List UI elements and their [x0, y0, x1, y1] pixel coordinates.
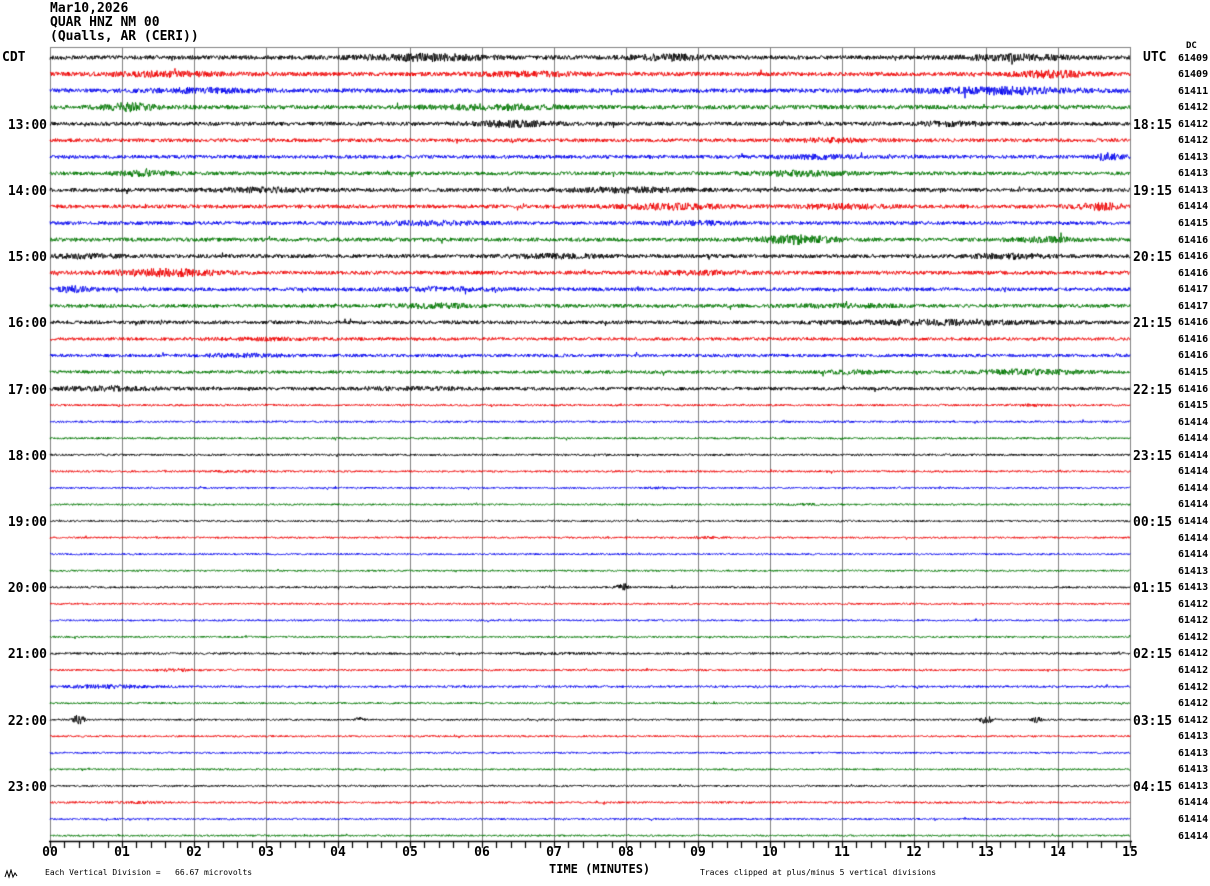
left-hour-label: 14:00	[7, 183, 47, 199]
dc-value: 61413	[1178, 565, 1209, 577]
right-hour-label: 22:15	[1133, 382, 1173, 398]
dc-value: 61409	[1178, 69, 1209, 81]
left-hour-label: 22:00	[7, 713, 47, 729]
dc-value: 61412	[1178, 118, 1209, 130]
x-tick-label: 01	[114, 845, 130, 860]
x-tick-label: 07	[546, 845, 562, 860]
dc-value: 61416	[1178, 333, 1209, 345]
left-hour-label: 23:00	[7, 779, 47, 795]
left-hour-label: 16:00	[7, 316, 47, 332]
x-tick-label: 08	[618, 845, 634, 860]
dc-value: 61413	[1178, 582, 1209, 594]
x-tick-label: 10	[762, 845, 778, 860]
dc-value: 61412	[1178, 681, 1209, 693]
right-hour-label: 01:15	[1133, 581, 1173, 597]
dc-value: 61414	[1178, 499, 1209, 511]
dc-value: 61414	[1178, 814, 1209, 826]
right-hour-label: 20:15	[1133, 250, 1173, 266]
dc-value: 61412	[1178, 135, 1209, 147]
right-hour-label: 19:15	[1133, 183, 1173, 199]
dc-value: 61413	[1178, 764, 1209, 776]
right-hour-label: 02:15	[1133, 647, 1173, 663]
x-tick-label: 13	[978, 845, 994, 860]
x-axis-title: TIME (MINUTES)	[549, 862, 651, 876]
dc-value: 61416	[1178, 317, 1209, 329]
left-hour-label: 18:00	[7, 448, 47, 464]
dc-value: 61416	[1178, 350, 1209, 362]
dc-value: 61416	[1178, 383, 1209, 395]
dc-value: 61413	[1178, 731, 1209, 743]
right-hour-label: 00:15	[1133, 515, 1173, 531]
x-tick-label: 04	[330, 845, 346, 860]
dc-value: 61415	[1178, 400, 1209, 412]
dc-value: 61412	[1178, 102, 1209, 114]
dc-value: 61413	[1178, 168, 1209, 180]
dc-value: 61412	[1178, 648, 1209, 660]
dc-value: 61416	[1178, 267, 1209, 279]
left-hour-label: 15:00	[7, 250, 47, 266]
dc-value: 61415	[1178, 218, 1209, 230]
dc-value: 61414	[1178, 516, 1209, 528]
right-hour-label: 23:15	[1133, 448, 1173, 464]
dc-value: 61413	[1178, 747, 1209, 759]
dc-value: 61412	[1178, 698, 1209, 710]
dc-value: 61412	[1178, 714, 1209, 726]
right-hour-label: 03:15	[1133, 713, 1173, 729]
left-hour-label: 13:00	[7, 117, 47, 133]
x-tick-label: 05	[402, 845, 418, 860]
left-hour-label: 19:00	[7, 515, 47, 531]
dc-value: 61416	[1178, 234, 1209, 246]
x-tick-label: 12	[906, 845, 922, 860]
x-tick-label: 06	[474, 845, 490, 860]
footer-clip-note: Traces clipped at plus/minus 5 vertical …	[700, 868, 937, 877]
left-hour-label: 17:00	[7, 382, 47, 398]
dc-value: 61414	[1178, 416, 1209, 428]
dc-value: 61412	[1178, 615, 1209, 627]
dc-value: 61411	[1178, 85, 1209, 97]
dc-value: 61412	[1178, 665, 1209, 677]
right-hour-label: 18:15	[1133, 117, 1173, 133]
dc-value: 61413	[1178, 184, 1209, 196]
dc-value: 61413	[1178, 151, 1209, 163]
dc-value: 61414	[1178, 549, 1209, 561]
dc-value: 61417	[1178, 300, 1209, 312]
dc-value: 61413	[1178, 780, 1209, 792]
dc-value: 61414	[1178, 482, 1209, 494]
dc-value: 61414	[1178, 433, 1209, 445]
dc-value: 61414	[1178, 532, 1209, 544]
vertical-division-scale-mark-icon	[4, 869, 18, 879]
dc-value: 61416	[1178, 251, 1209, 263]
dc-value: 61412	[1178, 631, 1209, 643]
dc-value: 61414	[1178, 830, 1209, 842]
x-tick-label: 09	[690, 845, 706, 860]
dc-value: 61409	[1178, 52, 1209, 64]
x-tick-label: 11	[834, 845, 850, 860]
dc-value: 61414	[1178, 449, 1209, 461]
footer-scale-note: Each Vertical Division = 66.67 microvolt…	[45, 868, 253, 877]
x-tick-label: 02	[186, 845, 202, 860]
left-hour-label: 20:00	[7, 581, 47, 597]
dc-value: 61415	[1178, 367, 1209, 379]
dc-value: 61414	[1178, 797, 1209, 809]
x-tick-label: 00	[42, 845, 58, 860]
right-hour-label: 04:15	[1133, 779, 1173, 795]
dc-value: 61414	[1178, 466, 1209, 478]
dc-value: 61412	[1178, 598, 1209, 610]
dc-value: 61414	[1178, 201, 1209, 213]
dc-value: 61417	[1178, 284, 1209, 296]
right-hour-label: 21:15	[1133, 316, 1173, 332]
x-tick-label: 03	[258, 845, 274, 860]
x-tick-label: 14	[1050, 845, 1066, 860]
x-tick-label: 15	[1122, 845, 1138, 860]
left-hour-label: 21:00	[7, 647, 47, 663]
